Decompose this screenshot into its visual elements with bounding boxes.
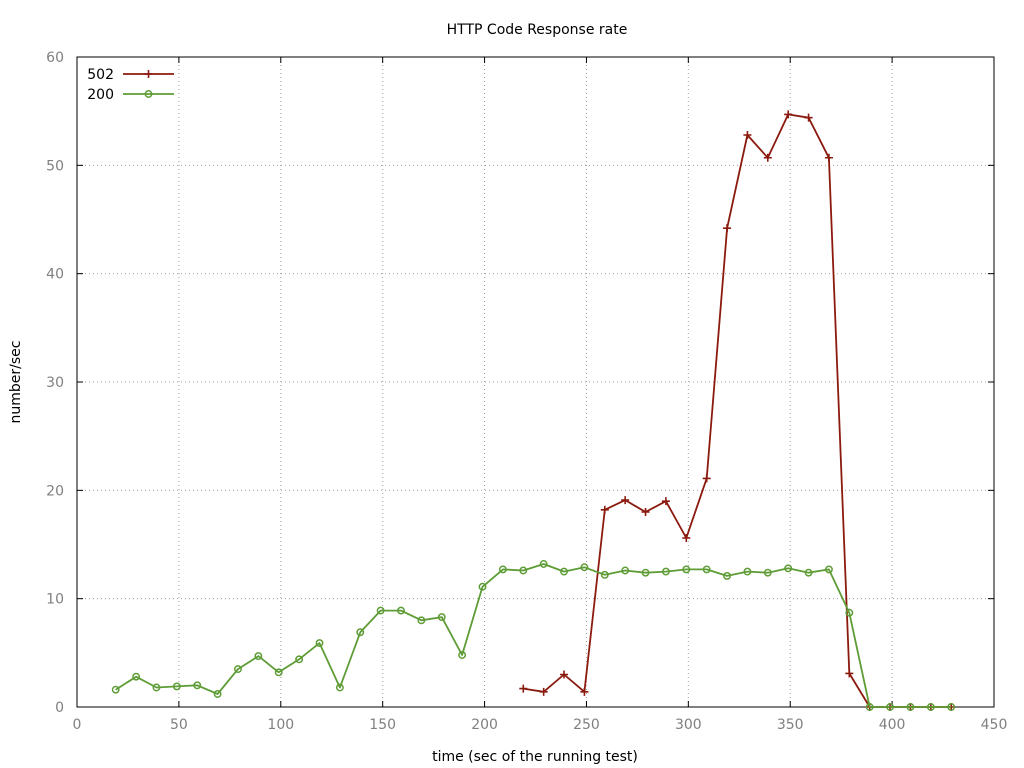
- series-502-point: [763, 153, 772, 162]
- y-tick-label: 10: [46, 592, 64, 608]
- series-502-point: [661, 497, 670, 506]
- series-502-point: [723, 224, 732, 233]
- series-200-point: [335, 683, 344, 692]
- series-200-point: [376, 606, 385, 615]
- series-200-point: [172, 682, 181, 691]
- series-200-point: [682, 565, 691, 574]
- series: [111, 110, 956, 711]
- series-200-point: [886, 703, 895, 711]
- series-502-point: [702, 474, 711, 483]
- series-200-point: [193, 681, 202, 690]
- y-tick-label: 50: [46, 158, 64, 174]
- series-200-point: [845, 608, 854, 617]
- series-200-point: [560, 567, 568, 576]
- series-200-point: [234, 665, 242, 674]
- series-502-point: [580, 687, 589, 696]
- series-200-point: [295, 655, 304, 664]
- series-200-point: [641, 568, 650, 577]
- series-502-point: [743, 131, 752, 139]
- series-200-point: [824, 565, 833, 574]
- series-502-point: [600, 505, 609, 514]
- series-200-point: [723, 571, 732, 580]
- series-502: [519, 110, 956, 711]
- series-200-point: [519, 566, 528, 575]
- series-502-point: [784, 110, 793, 119]
- series-200-point: [926, 703, 935, 711]
- x-tick-label: 450: [981, 717, 1008, 733]
- series-200: [111, 560, 956, 711]
- series-502-point: [621, 496, 630, 505]
- series-502-point: [641, 508, 650, 516]
- series-502-point: [804, 113, 813, 122]
- y-tick-label: 0: [55, 700, 64, 716]
- y-tick-label: 40: [46, 267, 64, 283]
- series-200-point: [397, 606, 405, 615]
- series-200-point: [702, 565, 711, 574]
- series-502-point: [682, 534, 691, 542]
- x-axis-label: time (sec of the running test): [432, 749, 638, 765]
- series-200-point: [784, 564, 793, 573]
- series-200-point: [152, 683, 161, 692]
- x-tick-label: 0: [73, 717, 82, 733]
- series-200-point: [111, 685, 120, 694]
- series-200-point: [274, 668, 283, 677]
- x-tick-label: 50: [170, 717, 188, 733]
- series-200-point: [254, 652, 263, 661]
- legend-marker-200: [144, 90, 153, 98]
- series-200-point: [417, 616, 426, 625]
- series-200-point: [661, 567, 670, 576]
- series-200-point: [132, 672, 141, 681]
- series-200-point: [580, 563, 589, 572]
- series-200-point: [539, 560, 548, 568]
- series-200-point: [498, 565, 507, 574]
- x-tick-label: 250: [573, 717, 600, 733]
- legend-label-200: 200: [87, 87, 114, 103]
- series-200-point: [213, 690, 222, 698]
- series-502-point: [845, 669, 854, 678]
- series-502-point: [560, 670, 569, 679]
- series-200-point: [315, 639, 324, 648]
- x-tick-label: 100: [267, 717, 294, 733]
- plot-frame: [76, 56, 995, 708]
- series-502-line: [523, 113, 952, 708]
- series-200-point: [600, 570, 609, 579]
- y-tick-label: 30: [46, 375, 64, 391]
- series-200-point: [947, 703, 956, 711]
- x-tick-label: 300: [675, 717, 702, 733]
- series-502-point: [519, 684, 528, 693]
- x-tick-label: 350: [777, 717, 804, 733]
- series-200-line: [115, 563, 952, 708]
- series-200-point: [437, 613, 446, 622]
- series-200-point: [621, 566, 630, 575]
- grid: [77, 57, 994, 707]
- series-200-point: [458, 651, 467, 659]
- x-tick-label: 400: [879, 717, 906, 733]
- legend-label-502: 502: [87, 67, 114, 83]
- x-tick-label: 200: [471, 717, 498, 733]
- axis-ticks: 0 50 100 150 200 250 300 350 400 450 0 10 20 30 40 50 60: [46, 50, 1007, 733]
- series-502-point: [539, 687, 548, 696]
- series-200-point: [804, 568, 813, 577]
- x-tick-label: 150: [369, 717, 396, 733]
- y-tick-label: 60: [46, 50, 64, 66]
- chart-title: HTTP Code Response rate: [447, 22, 628, 38]
- series-200-point: [478, 582, 487, 591]
- series-200-point: [763, 568, 772, 577]
- series-200-point: [865, 703, 874, 711]
- series-200-point: [356, 628, 365, 637]
- y-tick-label: 20: [46, 483, 64, 499]
- series-200-point: [743, 567, 752, 576]
- legend-marker-502: [144, 70, 153, 78]
- series-502-point: [824, 153, 833, 162]
- y-axis-label: number/sec: [8, 341, 24, 424]
- series-200-point: [906, 703, 915, 711]
